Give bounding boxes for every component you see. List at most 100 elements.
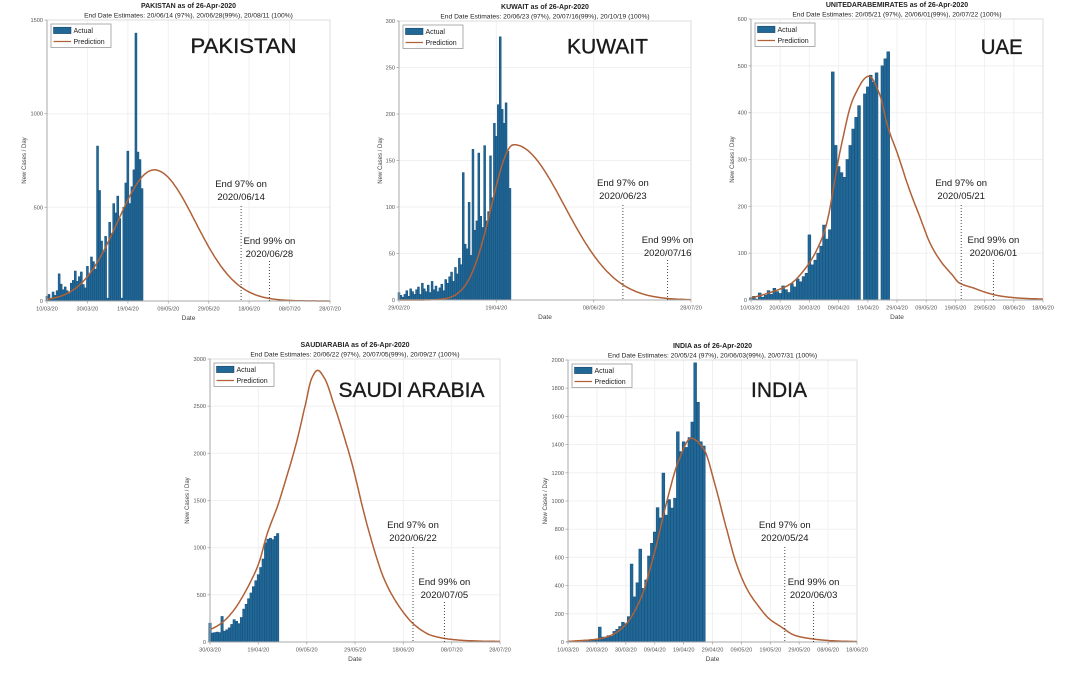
svg-text:08/06/20: 08/06/20 bbox=[1003, 306, 1025, 312]
svg-text:Actual: Actual bbox=[778, 27, 798, 34]
svg-text:End Date Estimates: 20/06/14 (: End Date Estimates: 20/06/14 (97%), 20/0… bbox=[84, 13, 293, 20]
svg-text:Prediction: Prediction bbox=[237, 378, 268, 385]
svg-text:08/07/20: 08/07/20 bbox=[441, 648, 463, 654]
svg-text:10/03/20: 10/03/20 bbox=[557, 648, 579, 654]
svg-text:KUWAIT as of 26-Apr-2020: KUWAIT as of 26-Apr-2020 bbox=[501, 4, 589, 11]
svg-text:1000: 1000 bbox=[194, 546, 206, 552]
svg-text:SAUDI ARABIA: SAUDI ARABIA bbox=[339, 379, 485, 402]
svg-text:19/05/20: 19/05/20 bbox=[759, 648, 781, 654]
svg-text:2020/05/24: 2020/05/24 bbox=[761, 533, 809, 544]
svg-text:End 97% on: End 97% on bbox=[387, 520, 439, 531]
svg-text:Actual: Actual bbox=[426, 29, 446, 36]
svg-text:New Cases / Day: New Cases / Day bbox=[730, 136, 736, 182]
svg-text:30/03/20: 30/03/20 bbox=[799, 306, 821, 312]
svg-text:19/05/20: 19/05/20 bbox=[945, 306, 967, 312]
svg-text:400: 400 bbox=[738, 111, 747, 117]
svg-text:08/06/20: 08/06/20 bbox=[583, 306, 605, 312]
svg-text:2020/06/14: 2020/06/14 bbox=[217, 192, 265, 203]
svg-text:09/04/20: 09/04/20 bbox=[828, 306, 850, 312]
svg-text:19/04/20: 19/04/20 bbox=[857, 306, 879, 312]
svg-text:3000: 3000 bbox=[194, 357, 206, 363]
svg-text:1600: 1600 bbox=[552, 414, 564, 420]
svg-text:UAE: UAE bbox=[981, 36, 1023, 59]
svg-text:200: 200 bbox=[555, 612, 564, 618]
svg-text:2000: 2000 bbox=[194, 451, 206, 457]
svg-text:UNITEDARABEMIRATES as of 26-Ap: UNITEDARABEMIRATES as of 26-Apr-2020 bbox=[826, 2, 968, 9]
svg-text:KUWAIT: KUWAIT bbox=[567, 35, 648, 58]
svg-text:100: 100 bbox=[386, 205, 395, 211]
svg-text:2020/06/01: 2020/06/01 bbox=[970, 248, 1018, 259]
svg-text:300: 300 bbox=[738, 158, 747, 164]
svg-text:End 97% on: End 97% on bbox=[935, 178, 987, 189]
svg-text:18/06/20: 18/06/20 bbox=[846, 648, 868, 654]
svg-text:Date: Date bbox=[348, 656, 362, 663]
svg-text:28/07/20: 28/07/20 bbox=[489, 648, 511, 654]
svg-text:800: 800 bbox=[555, 527, 564, 533]
svg-text:0: 0 bbox=[203, 640, 206, 646]
svg-text:New Cases / Day: New Cases / Day bbox=[378, 137, 384, 183]
svg-text:End Date Estimates: 20/05/21 (: End Date Estimates: 20/05/21 (97%), 20/0… bbox=[792, 12, 1001, 19]
svg-text:09/05/20: 09/05/20 bbox=[915, 306, 937, 312]
svg-text:100: 100 bbox=[738, 251, 747, 257]
svg-text:19/04/20: 19/04/20 bbox=[673, 648, 695, 654]
svg-text:30/03/20: 30/03/20 bbox=[77, 307, 99, 313]
svg-text:2020/05/21: 2020/05/21 bbox=[937, 191, 985, 202]
svg-text:20/03/20: 20/03/20 bbox=[769, 306, 791, 312]
svg-text:End 99% on: End 99% on bbox=[642, 235, 694, 246]
svg-text:2000: 2000 bbox=[552, 358, 564, 364]
svg-text:18/06/20: 18/06/20 bbox=[238, 307, 260, 313]
svg-text:20/03/20: 20/03/20 bbox=[586, 648, 608, 654]
svg-text:400: 400 bbox=[555, 584, 564, 590]
svg-text:300: 300 bbox=[386, 19, 395, 25]
svg-text:2020/07/16: 2020/07/16 bbox=[644, 248, 692, 259]
svg-text:29/02/20: 29/02/20 bbox=[388, 306, 410, 312]
svg-text:Prediction: Prediction bbox=[595, 379, 626, 386]
svg-text:09/05/20: 09/05/20 bbox=[157, 307, 179, 313]
svg-text:1200: 1200 bbox=[552, 471, 564, 477]
svg-text:2020/06/22: 2020/06/22 bbox=[389, 533, 437, 544]
svg-text:End Date Estimates: 20/05/24 (: End Date Estimates: 20/05/24 (97%), 20/0… bbox=[608, 353, 817, 360]
svg-text:50: 50 bbox=[389, 252, 395, 258]
svg-text:19/04/20: 19/04/20 bbox=[485, 306, 507, 312]
svg-text:29/05/20: 29/05/20 bbox=[344, 648, 366, 654]
svg-text:2020/06/23: 2020/06/23 bbox=[599, 191, 647, 202]
svg-text:End 99% on: End 99% on bbox=[419, 577, 471, 588]
svg-text:PAKISTAN: PAKISTAN bbox=[191, 35, 297, 58]
svg-text:150: 150 bbox=[386, 159, 395, 165]
svg-text:500: 500 bbox=[34, 205, 43, 211]
svg-text:29/05/20: 29/05/20 bbox=[198, 307, 220, 313]
svg-text:End 99% on: End 99% on bbox=[244, 236, 296, 247]
svg-text:200: 200 bbox=[386, 112, 395, 118]
svg-text:10/03/20: 10/03/20 bbox=[36, 307, 58, 313]
svg-text:10/03/20: 10/03/20 bbox=[740, 306, 762, 312]
svg-text:End 97% on: End 97% on bbox=[597, 178, 649, 189]
svg-text:30/03/20: 30/03/20 bbox=[199, 648, 221, 654]
svg-text:New Cases / Day: New Cases / Day bbox=[22, 137, 28, 183]
svg-text:2500: 2500 bbox=[194, 404, 206, 410]
svg-text:End 97% on: End 97% on bbox=[215, 179, 267, 190]
svg-text:Prediction: Prediction bbox=[74, 39, 105, 46]
svg-text:600: 600 bbox=[555, 555, 564, 561]
svg-text:0: 0 bbox=[392, 298, 395, 304]
svg-text:19/04/20: 19/04/20 bbox=[117, 307, 139, 313]
svg-text:1800: 1800 bbox=[552, 386, 564, 392]
svg-text:SAUDIARABIA as of 26-Apr-2020: SAUDIARABIA as of 26-Apr-2020 bbox=[300, 342, 409, 349]
svg-text:Date: Date bbox=[182, 315, 196, 322]
svg-text:29/04/20: 29/04/20 bbox=[886, 306, 908, 312]
svg-text:1500: 1500 bbox=[31, 18, 43, 24]
svg-text:200: 200 bbox=[738, 204, 747, 210]
svg-text:18/06/20: 18/06/20 bbox=[392, 648, 414, 654]
svg-text:Actual: Actual bbox=[595, 368, 615, 375]
svg-text:End 99% on: End 99% on bbox=[788, 577, 840, 588]
svg-text:1000: 1000 bbox=[552, 499, 564, 505]
svg-text:2020/07/05: 2020/07/05 bbox=[421, 590, 469, 601]
svg-text:INDIA as of 26-Apr-2020: INDIA as of 26-Apr-2020 bbox=[673, 343, 752, 350]
svg-text:1000: 1000 bbox=[31, 112, 43, 118]
svg-text:250: 250 bbox=[386, 66, 395, 72]
svg-text:End 97% on: End 97% on bbox=[759, 520, 811, 531]
svg-text:Actual: Actual bbox=[237, 367, 257, 374]
svg-text:0: 0 bbox=[561, 640, 564, 646]
svg-text:End Date Estimates: 20/06/23 (: End Date Estimates: 20/06/23 (97%), 20/0… bbox=[440, 14, 649, 21]
svg-text:Actual: Actual bbox=[74, 28, 94, 35]
svg-text:End 99% on: End 99% on bbox=[968, 235, 1020, 246]
